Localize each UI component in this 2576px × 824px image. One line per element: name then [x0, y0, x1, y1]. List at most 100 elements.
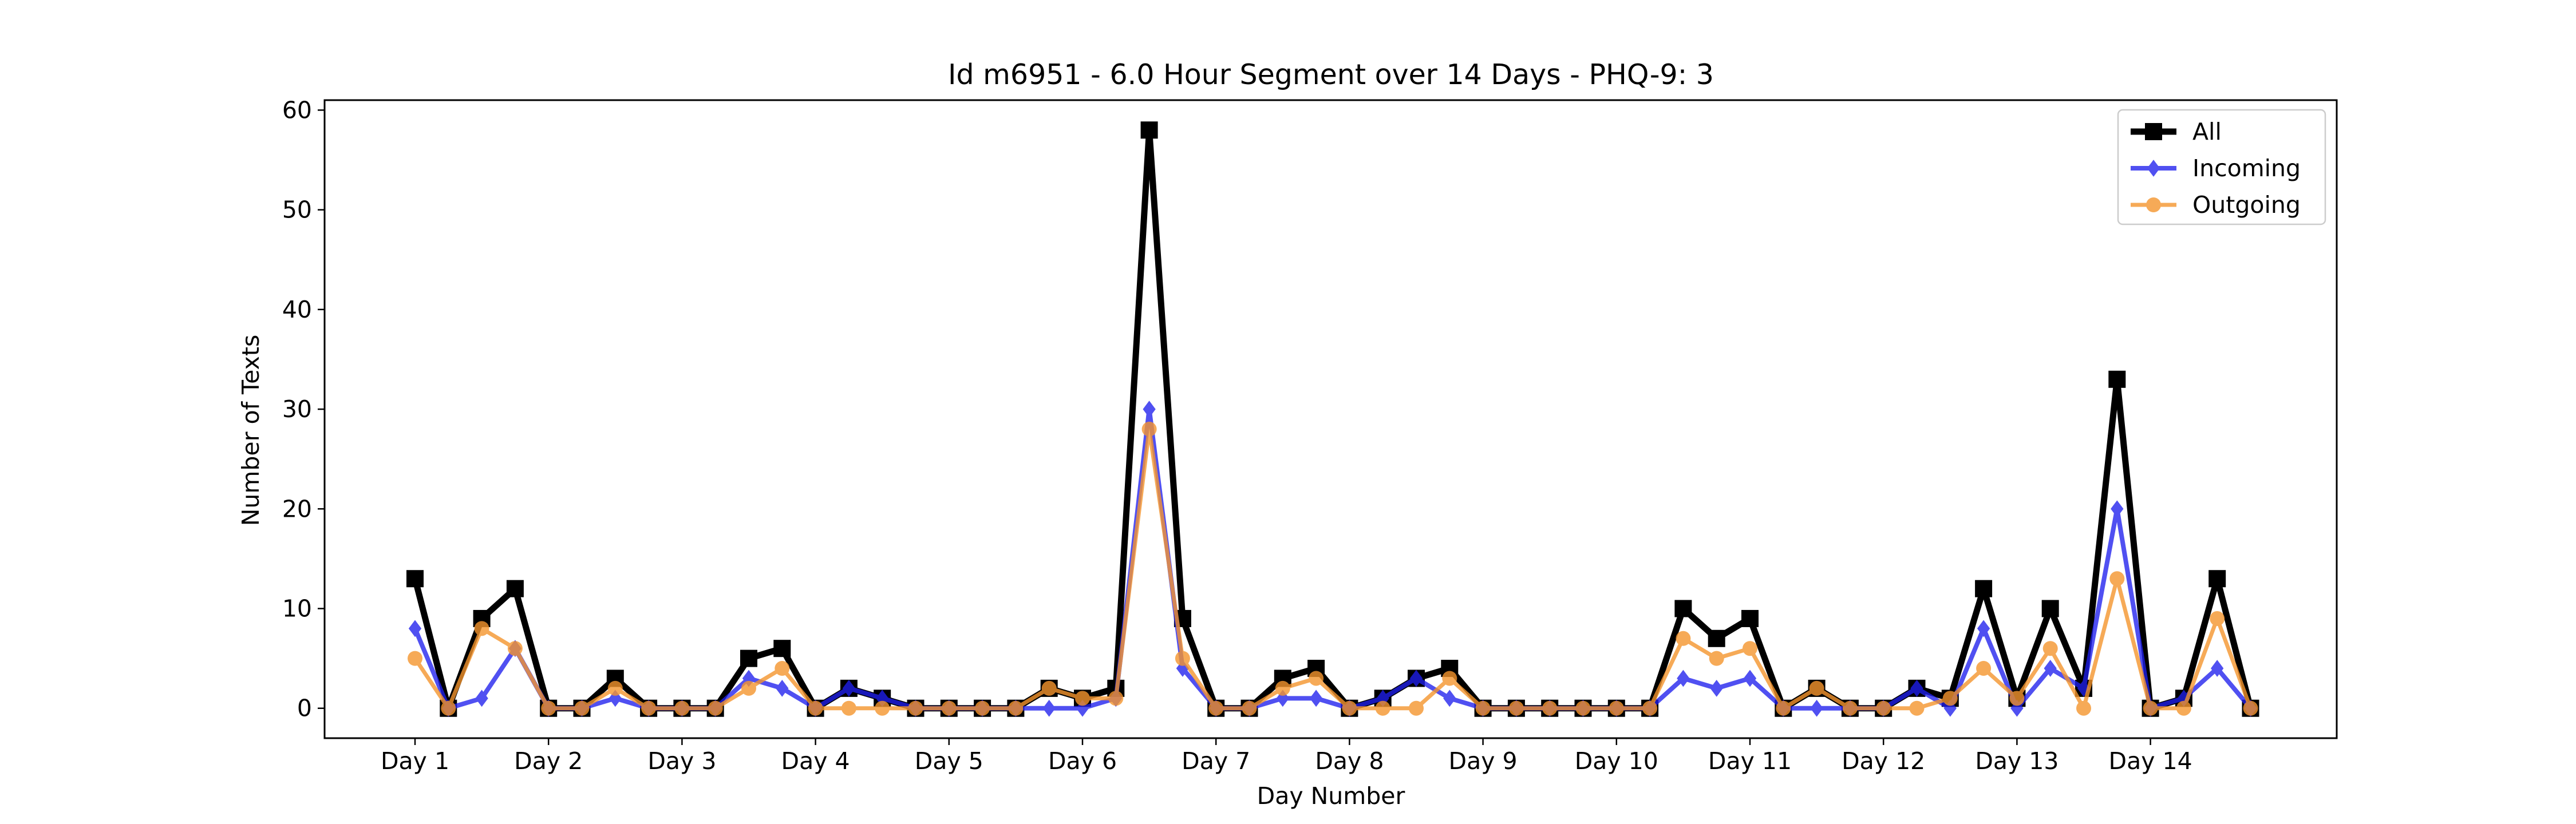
x-tick-label: Day 13 — [1975, 747, 2059, 775]
data-point-outgoing — [574, 700, 590, 716]
data-point-outgoing — [2009, 691, 2025, 706]
data-point-incoming — [1443, 690, 1456, 707]
data-point-outgoing — [2176, 700, 2191, 716]
data-point-outgoing — [1909, 700, 1925, 716]
x-tick-label: Day 11 — [1708, 747, 1792, 775]
data-point-all — [406, 570, 424, 588]
data-point-outgoing — [408, 651, 422, 666]
y-tick-label: 10 — [282, 595, 312, 623]
x-tick-label: Day 12 — [1842, 747, 1925, 775]
data-point-outgoing — [941, 700, 957, 716]
data-point-incoming — [1042, 699, 1056, 717]
data-point-incoming — [1143, 401, 1156, 418]
data-point-outgoing — [1876, 700, 1891, 716]
data-point-outgoing — [2109, 571, 2125, 587]
data-point-incoming — [1309, 690, 1323, 707]
data-point-incoming — [408, 620, 422, 637]
data-point-outgoing — [708, 700, 723, 716]
y-tick-label: 30 — [282, 395, 312, 423]
data-point-outgoing — [2143, 700, 2158, 716]
data-point-incoming — [742, 670, 756, 687]
data-point-outgoing — [2042, 641, 2058, 656]
data-point-incoming — [776, 680, 789, 697]
data-point-outgoing — [1342, 700, 1357, 716]
series-line-all — [412, 126, 2254, 712]
x-tick-label: Day 9 — [1449, 747, 1518, 775]
data-point-incoming — [2111, 500, 2124, 518]
data-point-incoming — [1743, 670, 1757, 687]
y-tick-label: 20 — [282, 495, 312, 522]
data-point-outgoing — [1642, 700, 1658, 716]
data-point-all — [2108, 370, 2126, 388]
legend: All Incoming Outgoing — [2117, 109, 2326, 225]
legend-entry — [2131, 197, 2176, 212]
data-point-incoming — [1076, 699, 1089, 717]
y-tick-label: 40 — [282, 296, 312, 323]
data-point-outgoing — [1942, 691, 1958, 706]
data-point-outgoing — [1475, 700, 1491, 716]
series-layer — [406, 121, 2259, 717]
data-point-incoming — [475, 690, 488, 707]
data-point-outgoing — [1041, 680, 1057, 696]
data-point-outgoing — [507, 641, 523, 656]
x-tick-label: Day 8 — [1315, 747, 1384, 775]
x-tick-label: Day 10 — [1575, 747, 1658, 775]
data-point-outgoing — [1208, 700, 1224, 716]
data-point-outgoing — [775, 661, 790, 676]
data-point-outgoing — [1709, 651, 1724, 666]
data-point-outgoing — [541, 700, 556, 716]
x-tick-label: Day 1 — [381, 747, 449, 775]
data-point-outgoing — [1842, 700, 1858, 716]
data-point-outgoing — [1976, 661, 1992, 676]
x-tick-label: Day 6 — [1048, 747, 1117, 775]
data-point-outgoing — [908, 700, 923, 716]
series-line-outgoing — [413, 427, 2253, 711]
legend-box — [2117, 109, 2326, 225]
x-tick-label: Day 14 — [2109, 747, 2192, 775]
data-point-incoming — [2077, 680, 2091, 697]
data-point-outgoing — [674, 700, 690, 716]
data-point-all — [773, 640, 791, 657]
data-point-all — [2208, 570, 2226, 588]
y-axis-label: Number of Texts — [237, 335, 264, 526]
legend-label: Outgoing — [2192, 191, 2301, 219]
data-point-outgoing — [1776, 700, 1791, 716]
data-point-outgoing — [2243, 700, 2258, 716]
data-point-incoming — [1710, 680, 1723, 697]
data-point-outgoing — [808, 700, 823, 716]
series-outgoing — [408, 421, 2258, 716]
data-point-all — [1975, 580, 1993, 597]
data-point-incoming — [1910, 680, 1923, 697]
axis-ticks: Day 1 Day 2 Day 3 Day 4 Day 5 Day 6 Day 7 Day 8… — [282, 96, 2192, 775]
data-point-outgoing — [641, 700, 657, 716]
x-axis-label: Day Number — [1257, 782, 1405, 810]
x-tick-label: Day 3 — [647, 747, 716, 775]
data-point-incoming — [2211, 660, 2224, 677]
plot-frame — [323, 99, 2338, 739]
data-point-all — [1140, 121, 1158, 139]
data-point-outgoing — [1375, 700, 1390, 716]
chart-title: Id m6951 - 6.0 Hour Segment over 14 Days… — [948, 58, 1714, 91]
data-point-outgoing — [741, 680, 756, 696]
y-tick-label: 50 — [282, 196, 312, 224]
data-point-incoming — [1810, 699, 1823, 717]
legend-label: All — [2192, 118, 2222, 145]
x-tick-label: Day 2 — [514, 747, 583, 775]
data-point-incoming — [1409, 670, 1423, 687]
data-point-outgoing — [1575, 700, 1591, 716]
data-point-incoming — [1977, 620, 1990, 637]
data-point-outgoing — [1175, 651, 1190, 666]
data-point-outgoing — [474, 621, 489, 636]
data-point-outgoing — [1008, 700, 1024, 716]
legend-label: Incoming — [2192, 154, 2301, 182]
legend-swatch-marker — [2146, 197, 2161, 212]
x-tick-label: Day 5 — [915, 747, 983, 775]
data-point-outgoing — [1309, 671, 1324, 686]
x-tick-label: Day 7 — [1182, 747, 1250, 775]
x-tick-label: Day 4 — [781, 747, 850, 775]
data-point-outgoing — [1508, 700, 1524, 716]
legend-entry — [2131, 123, 2176, 140]
data-point-outgoing — [2210, 611, 2225, 626]
data-point-outgoing — [875, 700, 890, 716]
data-point-all — [1741, 609, 1759, 627]
